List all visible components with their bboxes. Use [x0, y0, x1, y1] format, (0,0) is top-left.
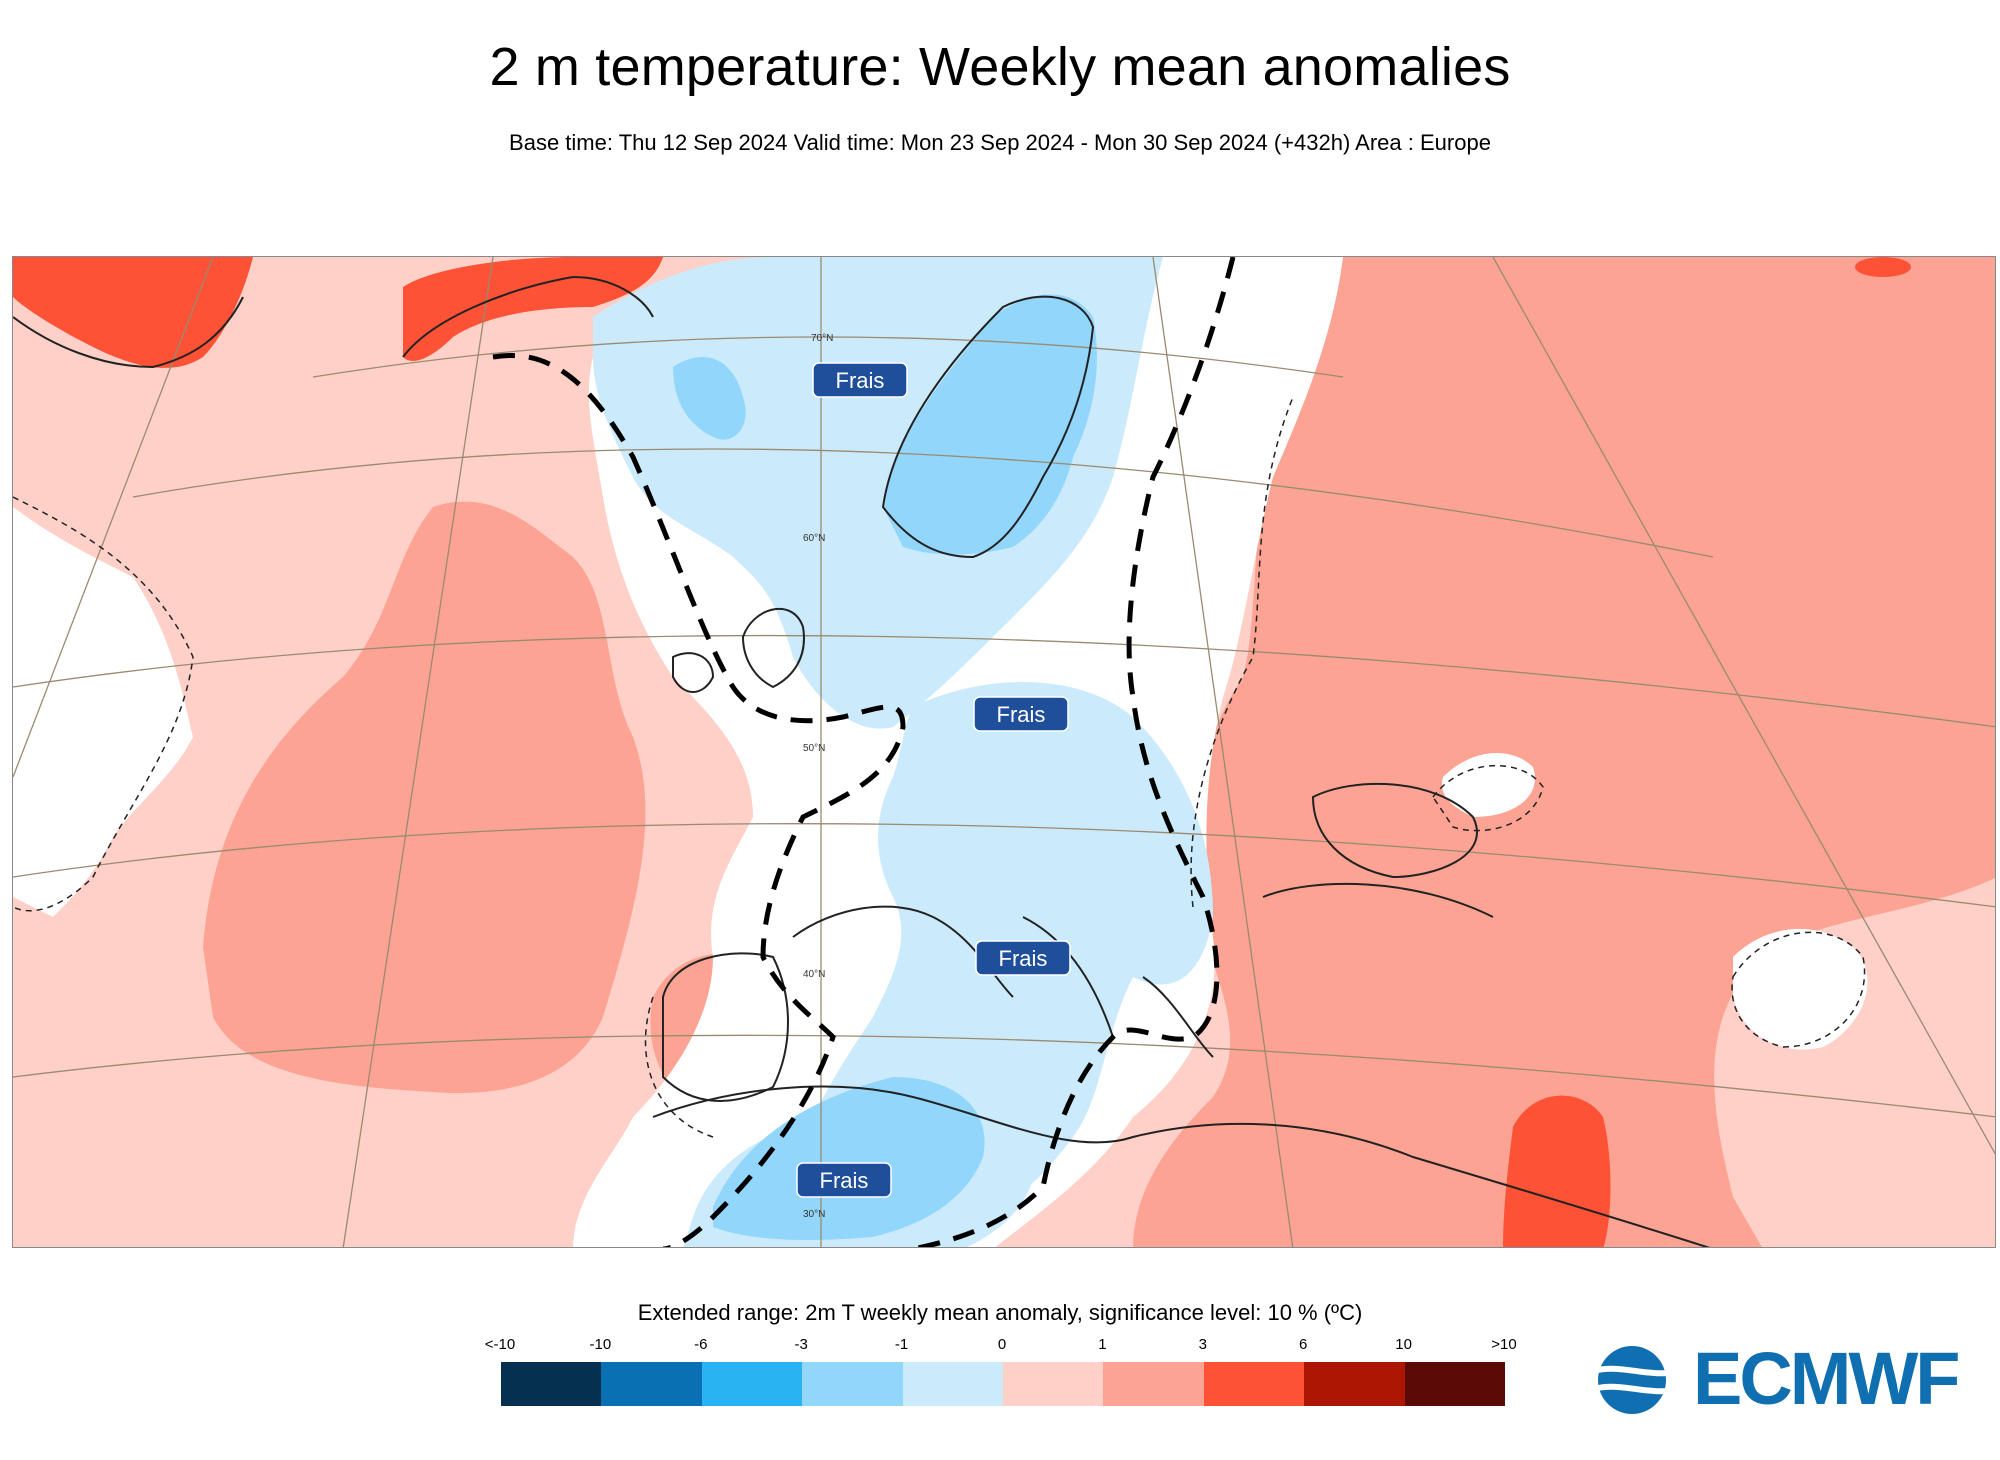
- colorbar-ticks: <-10 -10 -6 -3 -1 0 1 3 6 10 >10: [485, 1336, 1517, 1356]
- colorbar-swatch-4: [902, 1362, 1004, 1406]
- colorbar-swatch-1: [601, 1362, 702, 1406]
- colorbar-tick-label: 0: [997, 1336, 1007, 1353]
- frais-badge-central-bg: [973, 696, 1069, 732]
- lat-label-50: 50°N: [803, 743, 825, 754]
- significance-contours: [13, 396, 1866, 1138]
- colorbar-tick-label: >10: [1491, 1336, 1517, 1353]
- colorbar-swatch-2: [701, 1362, 803, 1406]
- colorbar-tick-label: 10: [1395, 1336, 1412, 1353]
- ecmwf-logo-text: ECMWF: [1693, 1337, 1960, 1420]
- cold-area-norwegian-sea: [673, 357, 746, 440]
- near-zero-area-east: [1442, 753, 1535, 817]
- colorbar-swatch-5: [1003, 1362, 1104, 1406]
- colorbar-tick-label: 3: [1198, 1336, 1207, 1353]
- frais-label-italy: Frais: [999, 946, 1048, 971]
- lat-label-60: 60°N: [803, 533, 825, 544]
- colorbar-tick-label: -6: [694, 1336, 708, 1353]
- ecmwf-logo: ECMWF: [1590, 1337, 1970, 1420]
- colorbar-tick-label: 6: [1299, 1336, 1308, 1353]
- frais-label-central: Frais: [997, 702, 1046, 727]
- frais-badge-mediterranean-bg: [796, 1162, 892, 1198]
- near-zero-area-west: [13, 507, 193, 917]
- colorbar-tick-label: <-10: [484, 1336, 516, 1353]
- frais-label-north: Frais: [836, 368, 885, 393]
- colorbar-tick-label: -10: [589, 1336, 612, 1353]
- map-subtitle: Base time: Thu 12 Sep 2024 Valid time: M…: [509, 130, 1491, 155]
- colorbar-tick-label: -3: [794, 1336, 808, 1353]
- graticule: [13, 257, 1995, 1247]
- anomaly-map: 70°N 60°N 50°N 40°N 30°N Frais Frais Fra…: [12, 256, 1996, 1248]
- colorbar-swatch-3: [802, 1362, 903, 1406]
- colorbar-swatch-6: [1103, 1362, 1204, 1406]
- thick-dashed-contours: [492, 257, 1236, 1247]
- warm-area-greenland-east: [403, 257, 663, 361]
- colorbar: [501, 1362, 1506, 1406]
- ecmwf-logo-icon: [1594, 1346, 1686, 1414]
- colorbar-swatch-9: [1404, 1362, 1506, 1406]
- colorbar-swatch-8: [1304, 1362, 1405, 1406]
- cold-area-scandinavia: [883, 294, 1097, 555]
- map-title: 2 m temperature: Weekly mean anomalies: [489, 37, 1511, 97]
- warm-area-russia: [1855, 257, 1911, 277]
- lat-label-40: 40°N: [803, 969, 825, 980]
- latitude-labels: 70°N 60°N 50°N 40°N 30°N: [803, 333, 833, 1220]
- frais-label-mediterranean: Frais: [820, 1168, 869, 1193]
- warm-area-greenland-west: [13, 257, 253, 368]
- legend-title: Extended range: 2m T weekly mean anomaly…: [637, 1300, 1363, 1325]
- lat-label-30: 30°N: [803, 1209, 825, 1220]
- coastlines: [13, 275, 1711, 1247]
- colorbar-swatch-0: [501, 1362, 602, 1406]
- frais-badge-italy-bg: [975, 940, 1071, 976]
- cold-area-west-med: [713, 1077, 985, 1240]
- frais-badge-north-bg: [812, 362, 908, 398]
- map-canvas: 70°N 60°N 50°N 40°N 30°N Frais Frais Fra…: [13, 257, 1995, 1247]
- colorbar-tick-label: 1: [1098, 1336, 1107, 1353]
- anomaly-area-atlantic: [203, 501, 646, 1094]
- colorbar-tick-label: -1: [894, 1336, 909, 1353]
- colorbar-swatch-7: [1203, 1362, 1305, 1406]
- lat-label-70: 70°N: [811, 333, 833, 344]
- annotations: Frais Frais Frais Frais: [796, 362, 1071, 1198]
- near-zero-area-southeast: [1733, 928, 1868, 1050]
- warm-area-africa: [1503, 1095, 1611, 1247]
- anomaly-area-east: [1133, 257, 1995, 1247]
